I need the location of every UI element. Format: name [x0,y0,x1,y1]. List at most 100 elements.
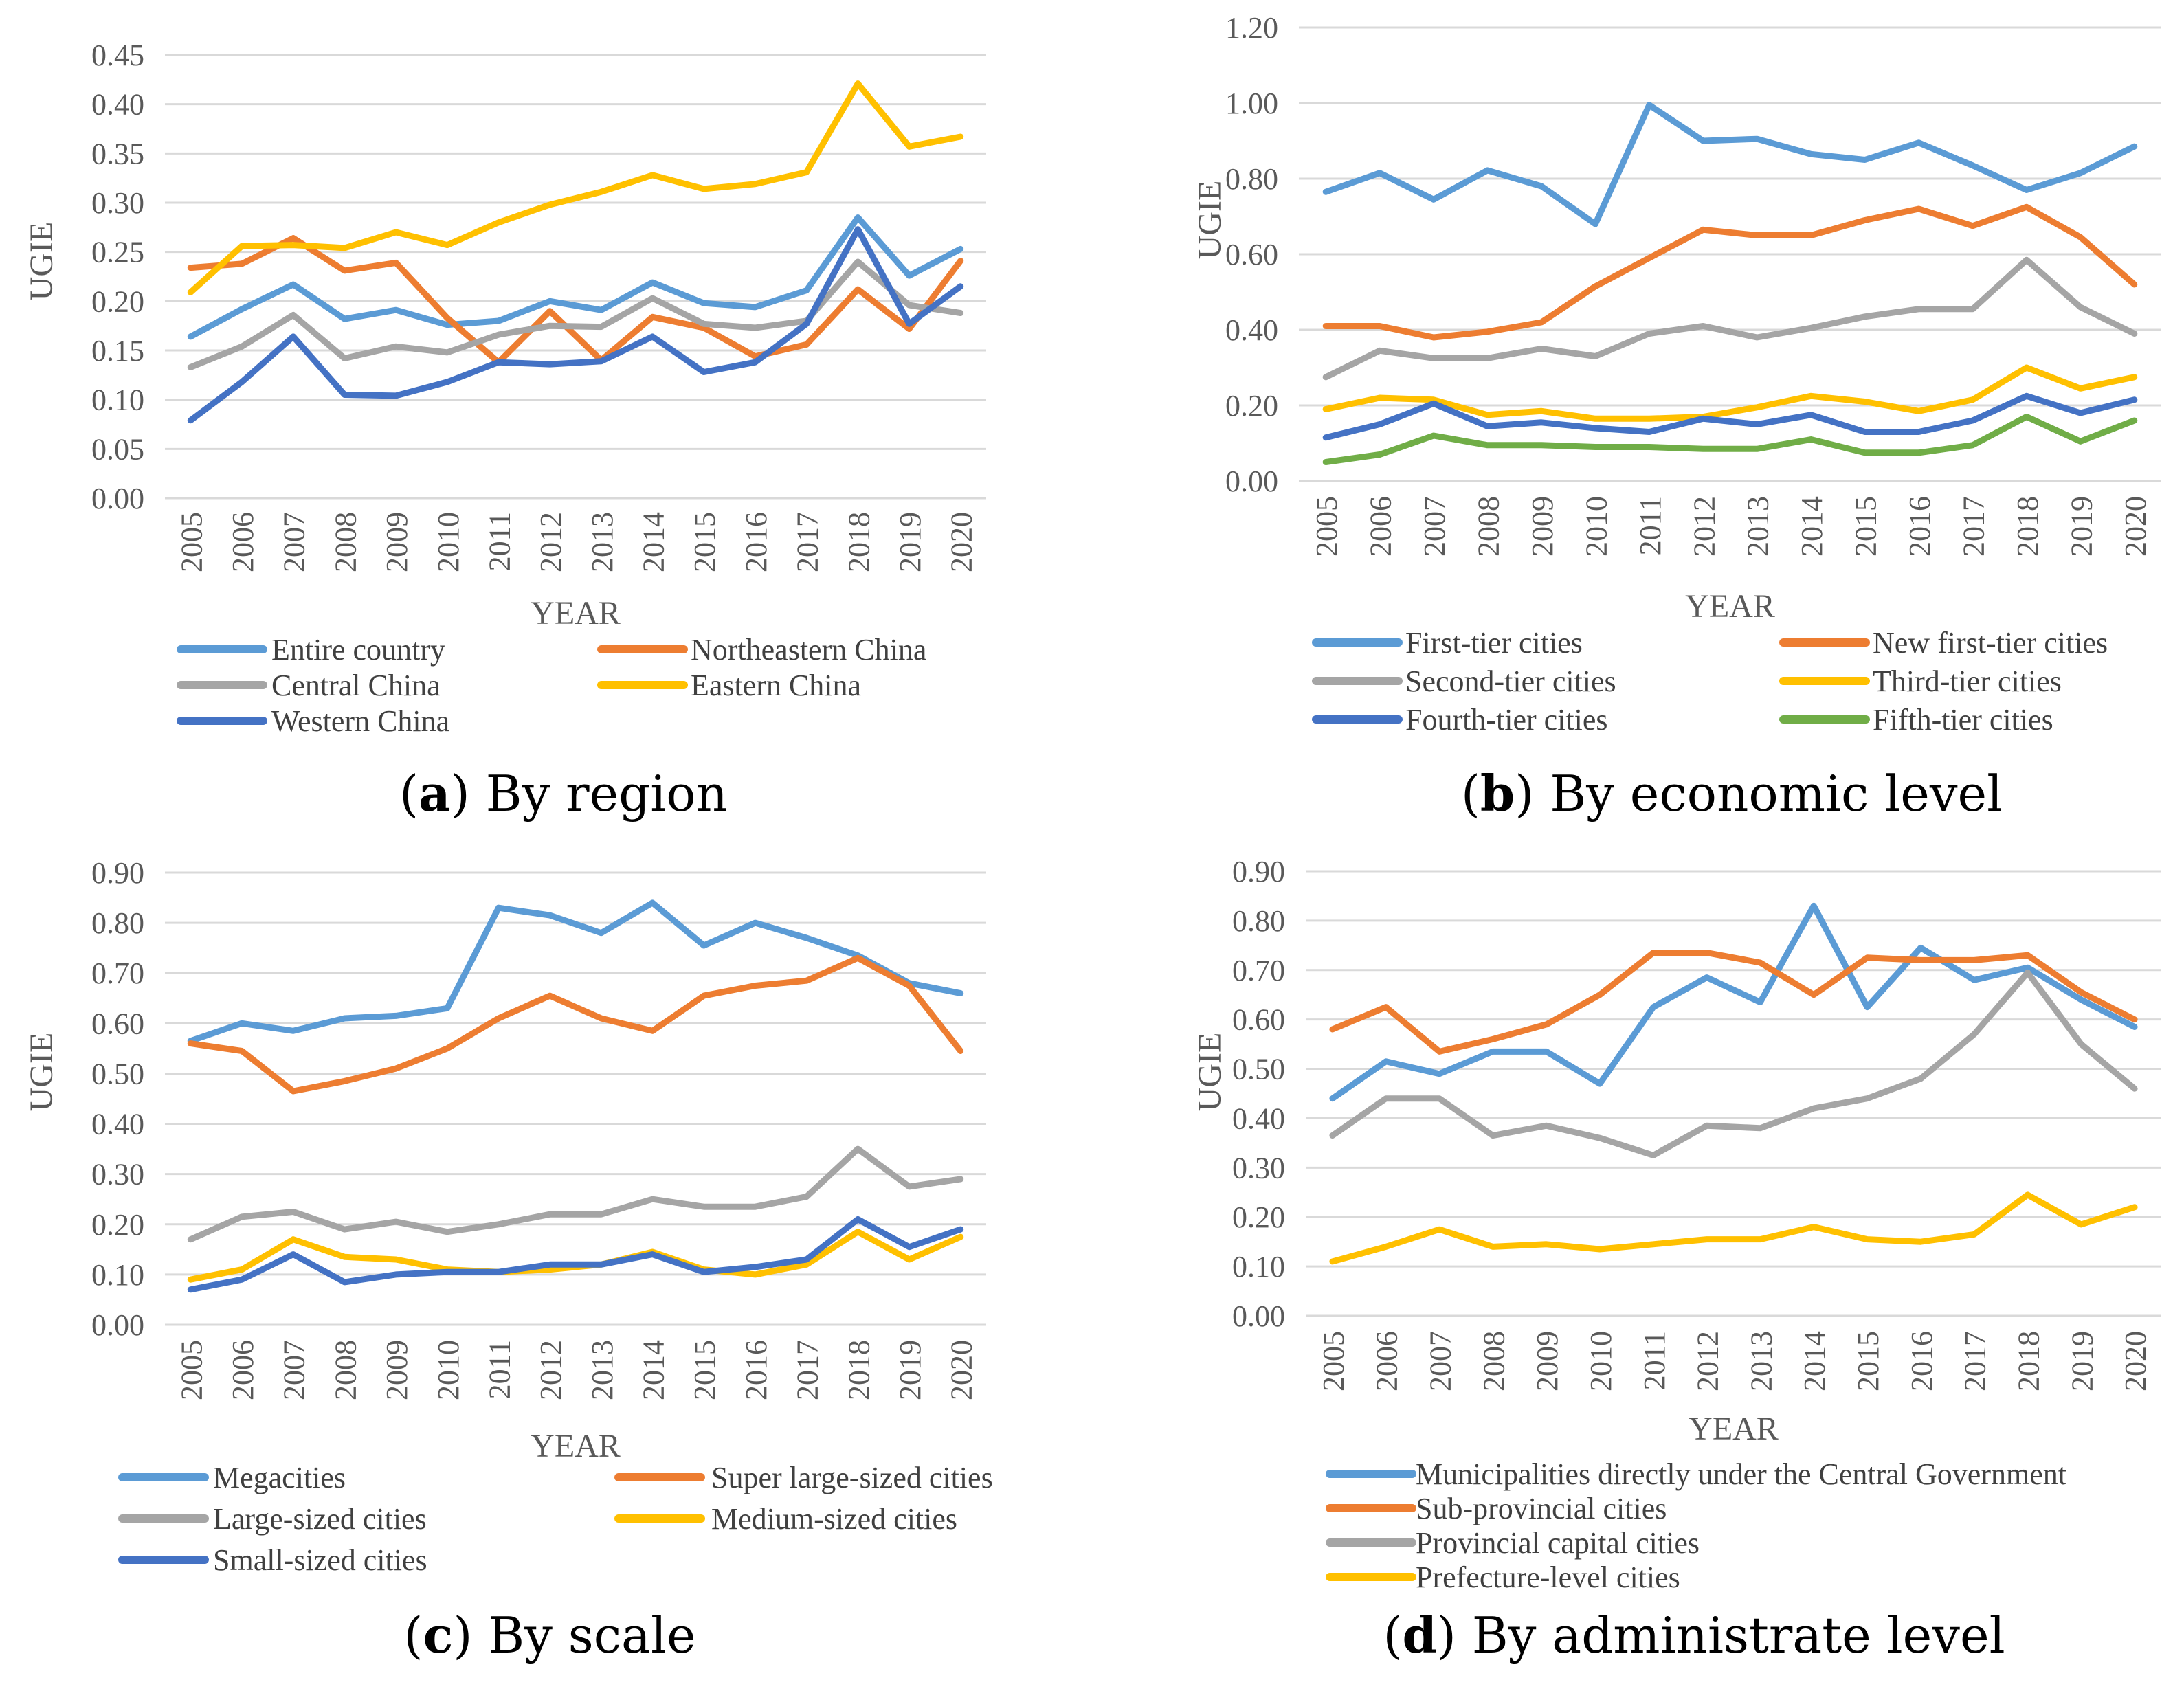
x-tick-label: 2019 [2064,496,2098,557]
legend-label: Super large-sized cities [711,1461,993,1494]
legend-label: Eastern China [691,669,861,702]
x-tick-label: 2014 [1795,496,1829,557]
x-tick-label: 2015 [1849,496,1883,557]
x-tick-label: 2020 [2119,1331,2152,1391]
x-tick-label: 2012 [534,1340,568,1400]
series-line-eastern-china [187,80,964,295]
x-tick-label: 2017 [1959,1331,1992,1391]
legend-label: Large-sized cities [213,1502,427,1536]
series-line-first-tier-cities [1322,102,2138,227]
y-tick-label: 0.10 [91,1258,144,1292]
y-tick-label: 0.35 [91,137,144,170]
x-tick-label: 2013 [1741,496,1775,557]
y-tick-label: 0.20 [91,284,144,318]
legend-label: Provincial capital cities [1416,1526,1700,1560]
x-tick-label: 2017 [791,1340,825,1400]
panel-caption: (d) By administrate level [1383,1606,2005,1664]
series-line-medium-sized-cities [187,1229,964,1283]
legend-label: Central China [271,669,441,702]
legend-label: Northeastern China [691,633,926,667]
x-tick-label: 2018 [2011,496,2044,557]
y-tick-label: 0.60 [91,1007,144,1040]
legend-label: Megacities [213,1461,346,1494]
series-line-large-sized-cities [187,1145,964,1243]
series-line-provincial-capital-cities [1329,969,2138,1158]
x-tick-label: 2016 [739,1340,773,1400]
x-tick-label: 2007 [1418,496,1451,557]
x-tick-label: 2014 [637,512,671,572]
x-tick-label: 2011 [482,512,516,571]
panel-c: 0.00 0.10 0.20 0.30 0.40 0.50 0.60 0.70 0.80 0.90… [23,856,993,1664]
x-tick-label: 2019 [893,1340,927,1400]
x-tick-label: 2005 [175,1340,208,1400]
series-line-sub-provincial-cities [1329,950,2138,1055]
x-tick-label: 2008 [1472,496,1506,557]
y-axis-label: UGIE [1192,1033,1228,1112]
y-tick-label: 1.00 [1225,87,1278,120]
series-line-western-china [187,226,964,424]
x-tick-label: 2018 [842,512,876,572]
x-tick-label: 2011 [1634,496,1667,555]
x-tick-label: 2013 [1744,1331,1778,1391]
y-tick-label: 0.30 [91,1158,144,1191]
x-tick-label: 2019 [893,512,927,572]
legend-label: Fifth-tier cities [1873,703,2053,737]
series-line-third-tier-cities [1322,364,2138,422]
x-tick-label: 2015 [688,512,722,572]
y-tick-label: 0.25 [91,236,144,269]
legend-label: Second-tier cities [1405,664,1616,698]
x-tick-label: 2006 [1370,1331,1404,1391]
x-tick-label: 2019 [2065,1331,2099,1391]
legend-label: First-tier cities [1405,626,1583,660]
panel-b: 0.00 0.20 0.40 0.60 0.80 1.00 1.20 2005 2006 2007… [1192,11,2161,822]
y-tick-label: 0.10 [91,383,144,417]
y-tick-label: 0.70 [1232,954,1285,987]
x-tick-label: 2020 [945,1340,979,1400]
y-tick-label: 0.90 [91,856,144,890]
x-tick-label: 2011 [1638,1331,1671,1390]
y-tick-label: 0.10 [1232,1250,1285,1284]
x-tick-label: 2010 [1584,1331,1618,1391]
series-line-fourth-tier-cities [1322,392,2138,441]
panel-caption: (c) By scale [403,1606,695,1664]
y-tick-label: 0.90 [1232,855,1285,888]
series-line-second-tier-cities [1322,256,2138,381]
y-tick-label: 0.70 [91,956,144,990]
x-tick-label: 2017 [1957,496,1990,557]
x-axis-label: YEAR [1685,588,1775,625]
x-tick-label: 2012 [1687,496,1721,557]
panel-caption: (a) By region [399,764,728,822]
x-axis-label: YEAR [1689,1411,1779,1447]
series-line-fifth-tier-cities [1322,414,2138,465]
legend-label: Prefecture-level cities [1416,1560,1680,1594]
legend-label: New first-tier cities [1873,626,2108,660]
x-tick-label: 2007 [278,1340,311,1400]
y-tick-label: 0.80 [1232,904,1285,938]
y-tick-label: 0.60 [1225,238,1278,271]
series-line-new-first-tier-cities [1322,203,2138,341]
series-line-central-china [187,258,964,370]
y-tick-label: 0.30 [1232,1151,1285,1185]
y-tick-label: 0.00 [1232,1299,1285,1333]
y-tick-label: 0.30 [91,186,144,220]
x-tick-label: 2010 [432,512,465,572]
y-tick-label: 0.20 [91,1208,144,1242]
x-tick-label: 2011 [482,1340,516,1399]
y-tick-label: 0.50 [91,1057,144,1090]
series-line-megacities [187,899,964,1044]
panel-d: 0.00 0.10 0.20 0.30 0.40 0.50 0.60 0.70 0.80 0.90… [1192,855,2161,1664]
x-tick-label: 2016 [1903,496,1937,557]
series-line-entire-country [187,214,964,340]
x-tick-label: 2009 [1530,1331,1564,1391]
x-tick-label: 2016 [1905,1331,1939,1391]
x-tick-label: 2013 [586,1340,619,1400]
y-axis-label: UGIE [23,1033,60,1112]
x-tick-label: 2008 [1477,1331,1511,1391]
y-tick-label: 0.45 [91,38,144,72]
series-line-prefecture-level-cities [1329,1191,2138,1265]
legend-label: Municipalities directly under the Centra… [1416,1457,2066,1491]
legend-label: Western China [271,704,449,738]
legend-label: Third-tier cities [1873,664,2062,698]
x-tick-label: 2006 [1364,496,1398,557]
